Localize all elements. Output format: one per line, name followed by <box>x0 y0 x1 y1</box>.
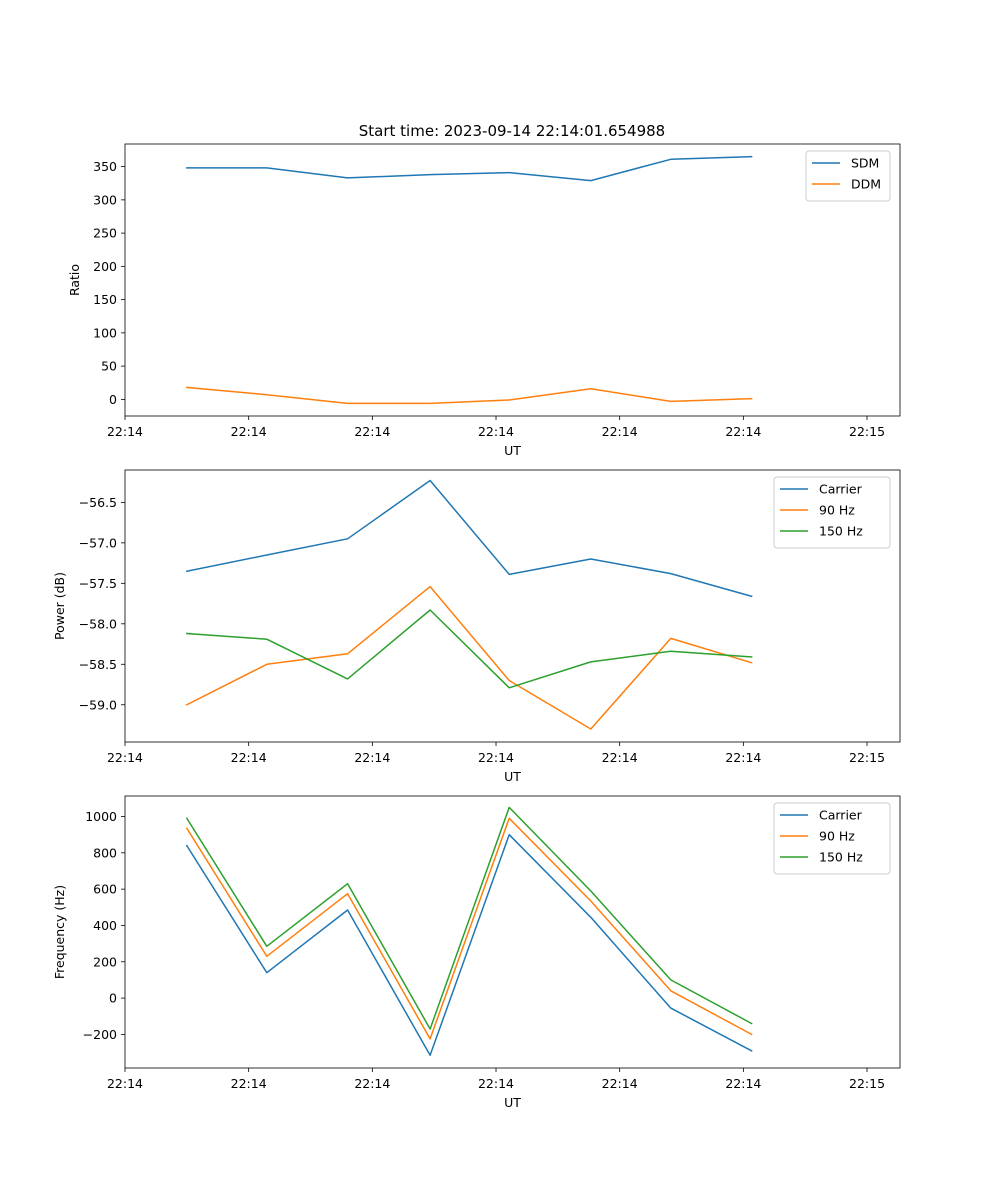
y-tick-label: 100 <box>93 325 117 340</box>
legend: SDM DDM <box>805 150 891 202</box>
axes-frame <box>124 143 901 417</box>
chart-panel-2: 22:14 22:14 22:14 22:14 22:14 22:14 22:15 −59.0… <box>52 469 901 784</box>
legend-label: SDM <box>851 156 879 171</box>
y-tick-label: 200 <box>93 954 117 969</box>
series-line-sdm <box>186 155 753 182</box>
x-tick-label: 22:15 <box>849 1076 885 1091</box>
series-line-carrier <box>185 833 753 1057</box>
y-tick-label: 0 <box>109 392 117 407</box>
series-line-90-hz <box>185 585 753 730</box>
series-line-90-hz <box>185 817 753 1040</box>
x-tick-label: 22:14 <box>602 424 638 439</box>
x-axis-label: UT <box>504 443 521 458</box>
y-tick-label: 600 <box>93 882 117 897</box>
x-tick-label: 22:14 <box>107 750 143 765</box>
x-tick-label: 22:14 <box>231 424 267 439</box>
legend-label: 90 Hz <box>819 829 855 844</box>
y-axis-label: Frequency (Hz) <box>52 885 67 979</box>
legend: Carrier 90 Hz 150 Hz <box>773 476 891 549</box>
legend-label: 150 Hz <box>819 850 863 865</box>
y-tick-label: 50 <box>101 359 117 374</box>
x-tick-label: 22:14 <box>478 424 514 439</box>
legend-label: 150 Hz <box>819 524 863 539</box>
y-tick-label: −58.5 <box>79 657 117 672</box>
y-tick-label: −57.0 <box>79 535 117 550</box>
y-tick-label: −56.5 <box>79 495 117 510</box>
series-line-carrier <box>185 479 753 598</box>
chart-panel-1: 22:14 22:14 22:14 22:14 22:14 22:14 22:15 0 50 10… <box>67 143 901 458</box>
y-tick-label: 250 <box>93 226 117 241</box>
series-line-150-hz <box>185 806 753 1030</box>
y-tick-label: 400 <box>93 918 117 933</box>
x-tick-label: 22:14 <box>725 750 761 765</box>
chart-panel-3: 22:14 22:14 22:14 22:14 22:14 22:14 22:15 −200 0… <box>52 795 901 1110</box>
x-axis-label: UT <box>504 1095 521 1110</box>
x-tick-label: 22:14 <box>602 750 638 765</box>
axes-frame <box>124 469 901 743</box>
x-axis-label: UT <box>504 769 521 784</box>
y-axis-label: Power (dB) <box>52 572 67 640</box>
x-tick-label: 22:14 <box>725 1076 761 1091</box>
x-tick-label: 22:14 <box>354 1076 390 1091</box>
y-tick-label: 350 <box>93 159 117 174</box>
series-line-150-hz <box>185 609 753 689</box>
y-tick-label: 150 <box>93 292 117 307</box>
x-tick-label: 22:14 <box>231 750 267 765</box>
y-tick-label: −200 <box>83 1027 117 1042</box>
y-tick-label: 200 <box>93 259 117 274</box>
y-tick-label: 300 <box>93 192 117 207</box>
x-tick-label: 22:14 <box>354 750 390 765</box>
y-tick-label: 800 <box>93 845 117 860</box>
x-tick-label: 22:14 <box>107 1076 143 1091</box>
legend-label: Carrier <box>819 482 863 497</box>
x-tick-label: 22:14 <box>602 1076 638 1091</box>
legend-label: 90 Hz <box>819 503 855 518</box>
x-tick-label: 22:14 <box>354 424 390 439</box>
legend-label: DDM <box>851 177 881 192</box>
legend-label: Carrier <box>819 808 863 823</box>
legend: Carrier 90 Hz 150 Hz <box>773 802 891 875</box>
x-tick-label: 22:15 <box>849 424 885 439</box>
series-line-ddm <box>185 386 753 405</box>
y-axis-label: Ratio <box>67 264 82 296</box>
x-tick-label: 22:15 <box>849 750 885 765</box>
x-tick-label: 22:14 <box>107 424 143 439</box>
y-tick-label: 1000 <box>85 809 117 824</box>
x-tick-label: 22:14 <box>725 424 761 439</box>
x-tick-label: 22:14 <box>478 750 514 765</box>
figure-title: Start time: 2023-09-14 22:14:01.654988 <box>359 122 665 140</box>
y-tick-label: 0 <box>109 991 117 1006</box>
axes-frame <box>124 795 901 1069</box>
y-tick-label: −58.0 <box>79 616 117 631</box>
x-tick-label: 22:14 <box>478 1076 514 1091</box>
x-tick-label: 22:14 <box>231 1076 267 1091</box>
y-tick-label: −59.0 <box>79 697 117 712</box>
y-tick-label: −57.5 <box>79 576 117 591</box>
